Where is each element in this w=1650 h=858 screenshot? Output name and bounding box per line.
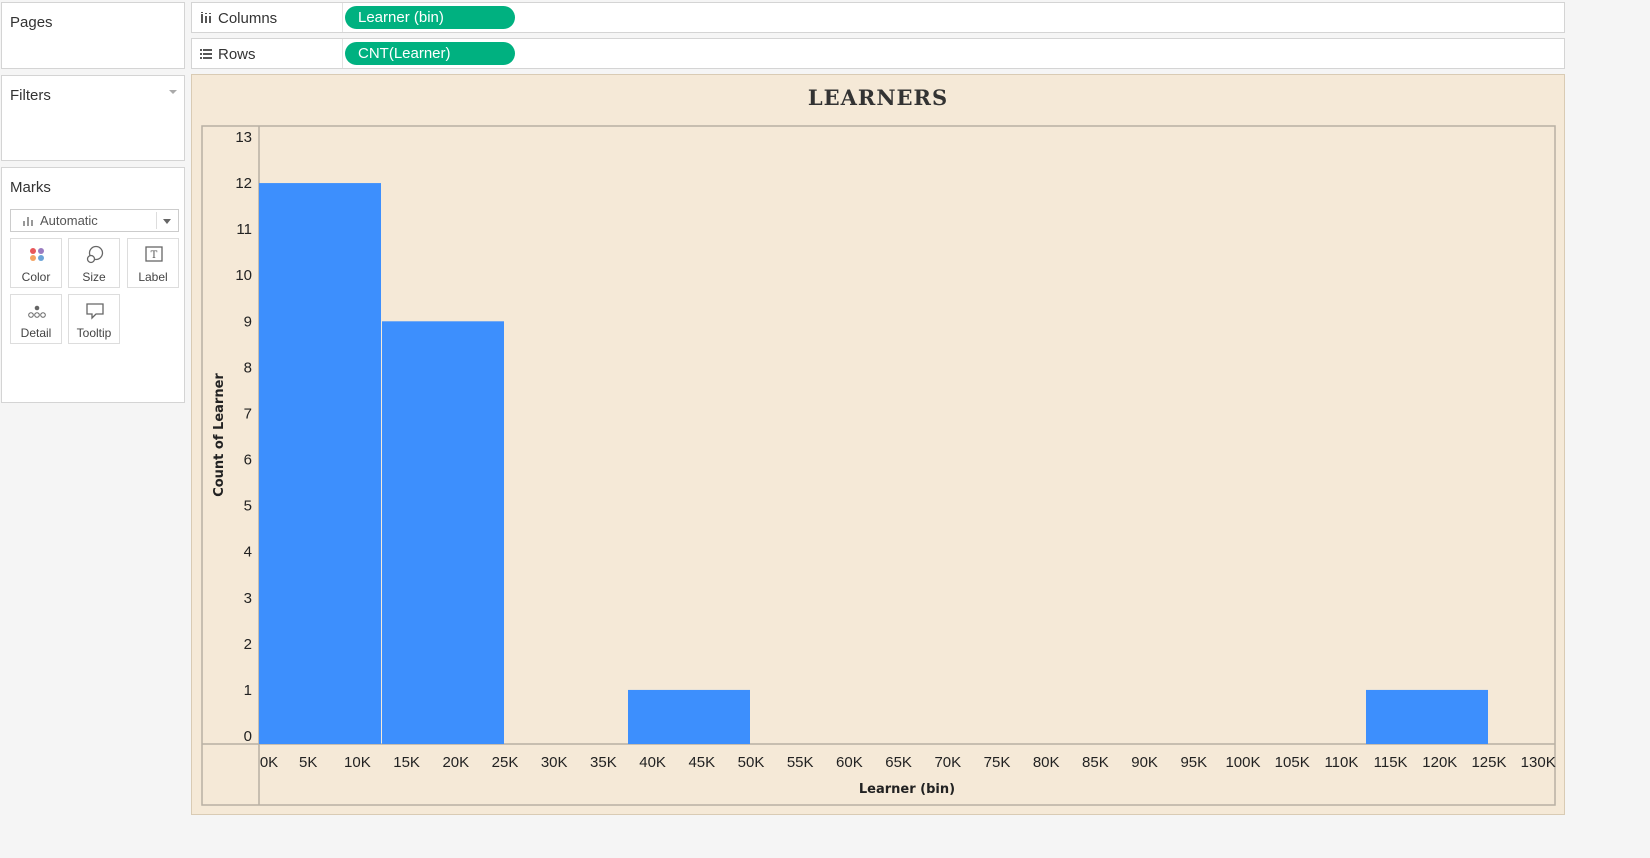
chevron-down-icon[interactable] [163,219,171,224]
label-icon: T [145,246,163,262]
x-tick-label: 105K [1275,754,1310,771]
rows-icon [200,49,212,59]
x-tick-label: 35K [590,754,617,771]
x-tick-label: 30K [541,754,568,771]
histogram-bar[interactable] [628,689,750,744]
rows-pill-text: CNT(Learner) [358,45,451,62]
viz-area[interactable]: LEARNERS 0 1 2 3 4 5 6 7 8 9 10 11 12 13 0K 5K 10K 15K 20… [191,74,1565,815]
y-tick-label: 7 [244,405,252,422]
x-tick-label: 65K [885,754,912,771]
rows-shelf[interactable]: Rows CNT(Learner) [191,38,1565,69]
x-tick-label: 45K [688,754,715,771]
x-tick-label: 25K [492,754,519,771]
y-tick-label: 5 [244,498,252,515]
x-tick-label: 55K [787,754,814,771]
y-tick-label: 6 [244,452,252,469]
color-button[interactable]: Color [10,238,62,288]
y-tick-label: 0 [244,728,252,745]
marks-panel: Marks Automatic Color Size T Label [1,167,185,403]
columns-label: Columns [218,10,278,27]
chart-title: LEARNERS [807,85,949,110]
filters-menu-icon[interactable] [169,90,177,94]
x-tick-label: 95K [1180,754,1207,771]
columns-pill[interactable]: Learner (bin) [345,6,515,29]
bars-layer [259,183,1488,745]
x-tick-label: 125K [1471,754,1506,771]
x-tick-label: 50K [738,754,765,771]
x-tick-label: 60K [836,754,863,771]
y-tick-label: 4 [244,544,252,561]
y-tick-label: 10 [235,267,252,284]
color-label: Color [21,270,51,284]
label-label: Label [138,270,168,284]
size-icon [86,245,104,264]
histogram-bar[interactable] [382,321,504,744]
marks-title: Marks [10,179,51,196]
histogram-bar[interactable] [1366,689,1488,744]
x-tick-label: 70K [934,754,961,771]
filters-panel[interactable]: Filters [1,75,185,161]
x-tick-label: 90K [1131,754,1158,771]
x-tick-label: 10K [344,754,371,771]
mark-type-dropdown[interactable]: Automatic [10,209,179,232]
y-tick-label: 11 [236,221,252,238]
color-icon [30,248,44,261]
rows-label: Rows [218,46,256,63]
x-tick-label: 80K [1033,754,1060,771]
size-button[interactable]: Size [68,238,120,288]
filters-title: Filters [10,87,51,104]
tooltip-label: Tooltip [76,326,112,340]
y-tick-label: 8 [244,359,252,376]
x-tick-label: 130K [1521,754,1556,771]
y-axis-title: Count of Learner [212,373,227,497]
y-tick-label: 1 [244,682,252,699]
y-tick-label: 12 [235,175,252,192]
histogram-bar[interactable] [259,183,381,745]
y-tick-label: 13 [235,129,252,146]
x-tick-label: 15K [393,754,420,771]
y-tick-label: 2 [244,636,252,653]
x-tick-label: 5K [299,754,317,771]
x-tick-label: 115K [1374,754,1408,771]
plot-frame [201,125,1556,806]
columns-icon [201,12,211,23]
x-axis-title: Learner (bin) [859,782,955,797]
y-tick-label: 3 [244,590,252,607]
detail-label: Detail [20,326,52,340]
size-label: Size [82,270,106,284]
x-ticks-layer: 0K 5K 10K 15K 20K 25K 30K 35K 40K 45K 50K 55K 60K 65K… [260,754,1556,771]
detail-button[interactable]: Detail [10,294,62,344]
tooltip-icon [86,303,104,320]
x-tick-label: 85K [1082,754,1109,771]
x-tick-label: 40K [639,754,666,771]
svg-text:T: T [151,250,158,261]
pages-panel[interactable]: Pages [1,2,185,69]
x-tick-label: 110K [1324,754,1358,771]
columns-shelf[interactable]: Columns Learner (bin) [191,2,1565,33]
tooltip-button[interactable]: Tooltip [68,294,120,344]
mark-type-value: Automatic [40,213,98,228]
pages-title: Pages [10,14,53,31]
y-tick-label: 9 [244,313,252,330]
rows-pill[interactable]: CNT(Learner) [345,42,515,65]
detail-icon [28,305,46,318]
x-tick-label: 120K [1422,754,1457,771]
label-button[interactable]: T Label [127,238,179,288]
columns-pill-text: Learner (bin) [358,9,444,26]
x-tick-label: 75K [984,754,1011,771]
x-tick-label: 0K [260,754,278,771]
x-tick-label: 100K [1225,754,1260,771]
bar-chart-icon [23,217,33,226]
x-tick-label: 20K [442,754,469,771]
